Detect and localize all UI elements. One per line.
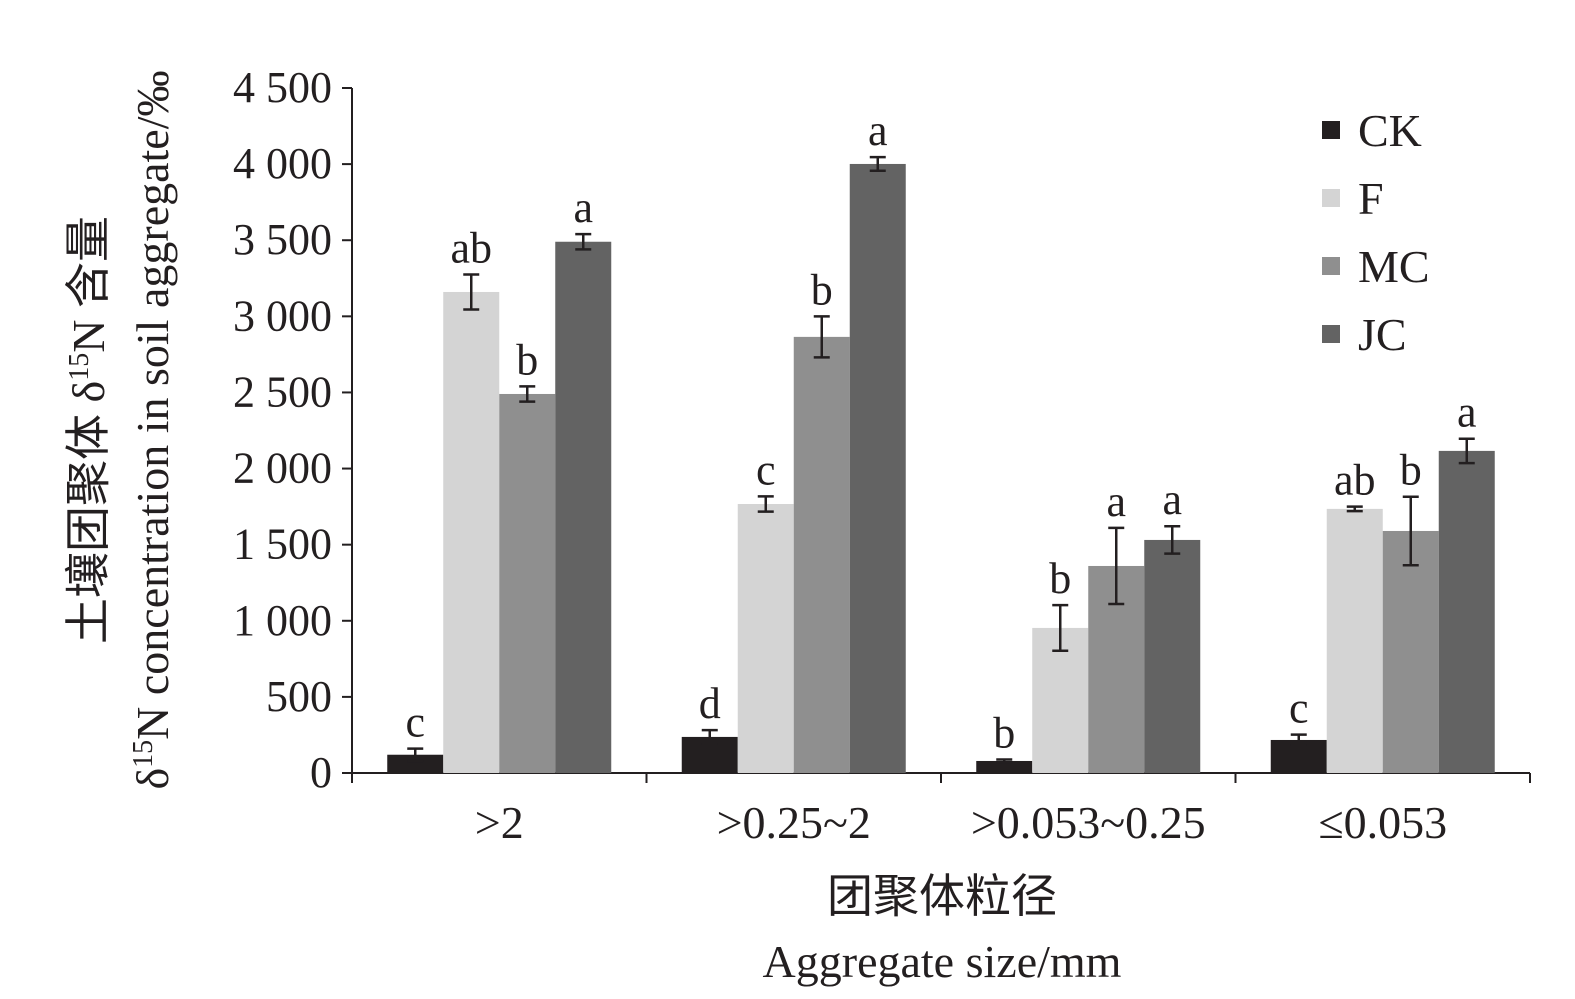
legend-swatch-ck bbox=[1322, 121, 1340, 139]
bar-jc bbox=[1438, 450, 1495, 773]
significance-letter: d bbox=[699, 679, 721, 728]
y-axis-label-cn: 土壤团聚体 δ15N 含量 bbox=[63, 216, 114, 644]
significance-letter: b bbox=[1049, 554, 1071, 603]
bar-ck bbox=[976, 760, 1033, 773]
bar-ck bbox=[387, 754, 444, 773]
y-tick-label: 2 000 bbox=[233, 444, 332, 493]
bar-jc bbox=[1144, 539, 1201, 773]
significance-letter: c bbox=[405, 698, 425, 747]
significance-letter: ab bbox=[450, 223, 492, 272]
bar-f bbox=[443, 291, 500, 773]
x-axis-label-cn: 团聚体粒径 bbox=[827, 871, 1057, 922]
y-tick-label: 3 500 bbox=[233, 215, 332, 264]
y-tick-label: 4 000 bbox=[233, 139, 332, 188]
bar-mc bbox=[499, 393, 556, 773]
significance-letter: a bbox=[1162, 475, 1182, 524]
significance-letter: a bbox=[573, 183, 593, 232]
y-tick-label: 500 bbox=[266, 672, 332, 721]
legend-swatch-jc bbox=[1322, 325, 1340, 343]
significance-letter: b bbox=[811, 265, 833, 314]
y-tick-label: 0 bbox=[310, 748, 332, 797]
legend-label: F bbox=[1358, 173, 1384, 224]
y-tick-label: 3 000 bbox=[233, 291, 332, 340]
significance-letter: a bbox=[1106, 477, 1126, 526]
y-tick-label: 1 000 bbox=[233, 596, 332, 645]
significance-letter: c bbox=[1289, 684, 1309, 733]
legend: CK F MC JC bbox=[1322, 105, 1430, 360]
significance-letter: b bbox=[516, 335, 538, 384]
x-tick-label: ≤0.053 bbox=[1318, 797, 1447, 848]
significance-letter: a bbox=[868, 106, 888, 155]
y-tick-label: 1 500 bbox=[233, 520, 332, 569]
legend-label: MC bbox=[1358, 241, 1430, 292]
y-tick-label: 4 500 bbox=[233, 63, 332, 112]
bar-jc bbox=[849, 163, 906, 774]
legend-swatch-f bbox=[1322, 189, 1340, 207]
bar-mc bbox=[1382, 530, 1439, 773]
x-tick-label: >2 bbox=[475, 797, 524, 848]
y-axis-label: δ15N concentration in soil aggregate/‰ bbox=[127, 70, 178, 789]
significance-letter: ab bbox=[1334, 456, 1376, 505]
significance-letter: a bbox=[1457, 388, 1477, 437]
x-tick-label: >0.053~0.25 bbox=[971, 797, 1206, 848]
bar-f bbox=[737, 504, 794, 773]
legend-label: CK bbox=[1358, 105, 1422, 156]
x-axis-label: Aggregate size/mm bbox=[763, 936, 1122, 987]
bar-f bbox=[1326, 508, 1383, 773]
axes: 0 500 1 000 1 500 2 000 2 500 3 000 3 500 4 000 4… bbox=[233, 63, 1531, 848]
significance-letter: b bbox=[1400, 446, 1422, 495]
bar-jc bbox=[555, 241, 612, 773]
bar-f bbox=[1032, 627, 1089, 773]
significance-letter: c bbox=[756, 445, 776, 494]
legend-swatch-mc bbox=[1322, 257, 1340, 275]
bar-mc bbox=[793, 336, 850, 773]
legend-label: JC bbox=[1358, 309, 1407, 360]
y-tick-label: 2 500 bbox=[233, 367, 332, 416]
significance-letter: b bbox=[993, 708, 1015, 757]
x-tick-label: >0.25~2 bbox=[717, 797, 871, 848]
